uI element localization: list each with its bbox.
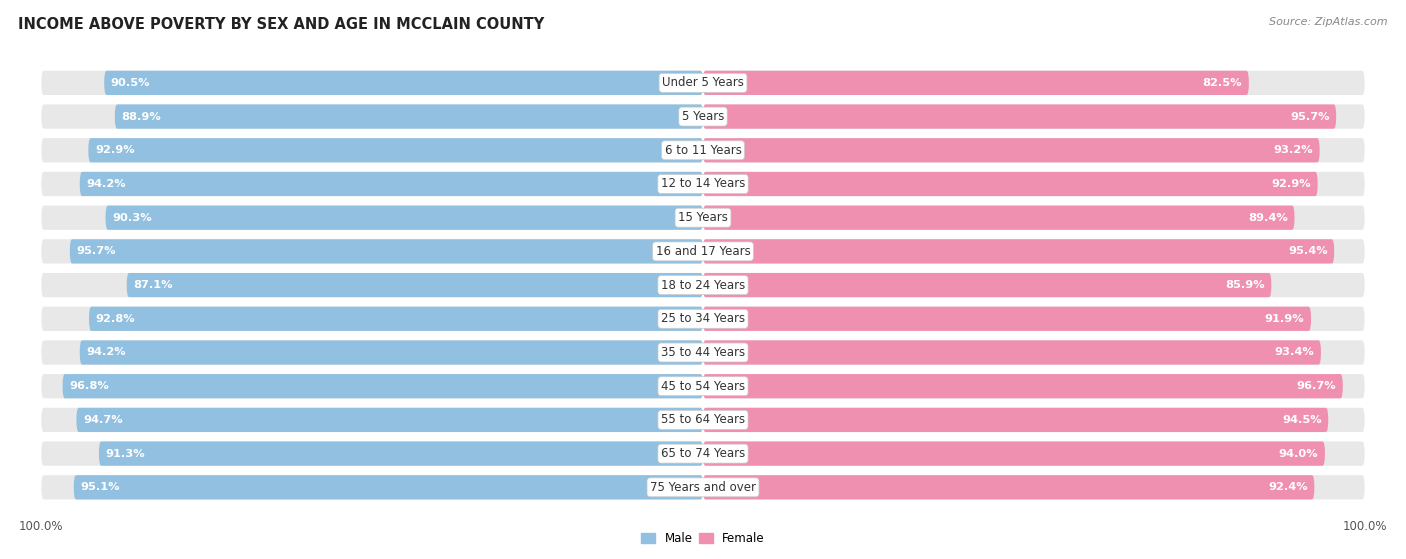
FancyBboxPatch shape	[703, 172, 1365, 196]
FancyBboxPatch shape	[76, 408, 703, 432]
Text: 45 to 54 Years: 45 to 54 Years	[661, 380, 745, 393]
FancyBboxPatch shape	[41, 340, 703, 364]
Text: 89.4%: 89.4%	[1249, 212, 1288, 222]
Text: 92.9%: 92.9%	[96, 145, 135, 155]
FancyBboxPatch shape	[703, 71, 1365, 95]
FancyBboxPatch shape	[41, 408, 703, 432]
Text: 87.1%: 87.1%	[134, 280, 173, 290]
FancyBboxPatch shape	[703, 340, 1322, 364]
FancyBboxPatch shape	[703, 273, 1365, 297]
Text: 91.3%: 91.3%	[105, 449, 145, 458]
FancyBboxPatch shape	[98, 442, 703, 466]
FancyBboxPatch shape	[703, 374, 1343, 399]
FancyBboxPatch shape	[703, 307, 1365, 331]
Text: 93.2%: 93.2%	[1274, 145, 1313, 155]
Text: Source: ZipAtlas.com: Source: ZipAtlas.com	[1270, 17, 1388, 27]
Text: INCOME ABOVE POVERTY BY SEX AND AGE IN MCCLAIN COUNTY: INCOME ABOVE POVERTY BY SEX AND AGE IN M…	[18, 17, 544, 32]
FancyBboxPatch shape	[41, 172, 703, 196]
Text: 92.8%: 92.8%	[96, 314, 135, 324]
FancyBboxPatch shape	[41, 105, 703, 129]
FancyBboxPatch shape	[703, 442, 1365, 466]
FancyBboxPatch shape	[703, 239, 1334, 263]
FancyBboxPatch shape	[41, 206, 703, 230]
FancyBboxPatch shape	[115, 105, 703, 129]
Text: 15 Years: 15 Years	[678, 211, 728, 224]
FancyBboxPatch shape	[89, 138, 703, 163]
FancyBboxPatch shape	[70, 239, 703, 263]
FancyBboxPatch shape	[703, 307, 1310, 331]
Text: 94.5%: 94.5%	[1282, 415, 1322, 425]
FancyBboxPatch shape	[703, 475, 1365, 499]
FancyBboxPatch shape	[73, 475, 703, 499]
Text: 90.3%: 90.3%	[112, 212, 152, 222]
FancyBboxPatch shape	[703, 239, 1365, 263]
Text: 95.1%: 95.1%	[80, 482, 120, 492]
FancyBboxPatch shape	[703, 408, 1329, 432]
Text: 92.9%: 92.9%	[1271, 179, 1310, 189]
Text: 91.9%: 91.9%	[1265, 314, 1305, 324]
Text: 16 and 17 Years: 16 and 17 Years	[655, 245, 751, 258]
FancyBboxPatch shape	[41, 273, 703, 297]
Text: 95.4%: 95.4%	[1288, 247, 1327, 257]
FancyBboxPatch shape	[703, 475, 1315, 499]
FancyBboxPatch shape	[89, 307, 703, 331]
Legend: Male, Female: Male, Female	[637, 527, 769, 549]
FancyBboxPatch shape	[80, 172, 703, 196]
FancyBboxPatch shape	[703, 206, 1295, 230]
Text: 94.2%: 94.2%	[86, 179, 127, 189]
FancyBboxPatch shape	[703, 408, 1365, 432]
FancyBboxPatch shape	[41, 239, 703, 263]
FancyBboxPatch shape	[703, 105, 1336, 129]
FancyBboxPatch shape	[703, 374, 1365, 399]
Text: 94.7%: 94.7%	[83, 415, 122, 425]
Text: 93.4%: 93.4%	[1275, 348, 1315, 358]
FancyBboxPatch shape	[703, 340, 1365, 364]
Text: 12 to 14 Years: 12 to 14 Years	[661, 177, 745, 191]
FancyBboxPatch shape	[41, 307, 703, 331]
FancyBboxPatch shape	[105, 206, 703, 230]
Text: Under 5 Years: Under 5 Years	[662, 77, 744, 89]
Text: 92.4%: 92.4%	[1268, 482, 1308, 492]
Text: 18 to 24 Years: 18 to 24 Years	[661, 278, 745, 292]
Text: 75 Years and over: 75 Years and over	[650, 481, 756, 494]
Text: 88.9%: 88.9%	[121, 112, 162, 121]
Text: 90.5%: 90.5%	[111, 78, 150, 88]
FancyBboxPatch shape	[703, 71, 1249, 95]
Text: 85.9%: 85.9%	[1225, 280, 1265, 290]
FancyBboxPatch shape	[703, 273, 1271, 297]
FancyBboxPatch shape	[703, 206, 1365, 230]
FancyBboxPatch shape	[703, 138, 1320, 163]
FancyBboxPatch shape	[41, 71, 703, 95]
FancyBboxPatch shape	[703, 105, 1365, 129]
Text: 96.8%: 96.8%	[69, 381, 108, 391]
FancyBboxPatch shape	[41, 138, 703, 163]
Text: 82.5%: 82.5%	[1202, 78, 1243, 88]
FancyBboxPatch shape	[127, 273, 703, 297]
Text: 25 to 34 Years: 25 to 34 Years	[661, 312, 745, 325]
FancyBboxPatch shape	[80, 340, 703, 364]
Text: 5 Years: 5 Years	[682, 110, 724, 123]
FancyBboxPatch shape	[62, 374, 703, 399]
Text: 65 to 74 Years: 65 to 74 Years	[661, 447, 745, 460]
Text: 96.7%: 96.7%	[1296, 381, 1336, 391]
Text: 95.7%: 95.7%	[76, 247, 115, 257]
FancyBboxPatch shape	[703, 172, 1317, 196]
FancyBboxPatch shape	[703, 442, 1324, 466]
FancyBboxPatch shape	[41, 374, 703, 399]
Text: 94.2%: 94.2%	[86, 348, 127, 358]
Text: 55 to 64 Years: 55 to 64 Years	[661, 414, 745, 427]
Text: 94.0%: 94.0%	[1278, 449, 1319, 458]
FancyBboxPatch shape	[41, 442, 703, 466]
FancyBboxPatch shape	[703, 138, 1365, 163]
Text: 35 to 44 Years: 35 to 44 Years	[661, 346, 745, 359]
FancyBboxPatch shape	[104, 71, 703, 95]
Text: 95.7%: 95.7%	[1291, 112, 1330, 121]
FancyBboxPatch shape	[41, 475, 703, 499]
Text: 6 to 11 Years: 6 to 11 Years	[665, 144, 741, 157]
